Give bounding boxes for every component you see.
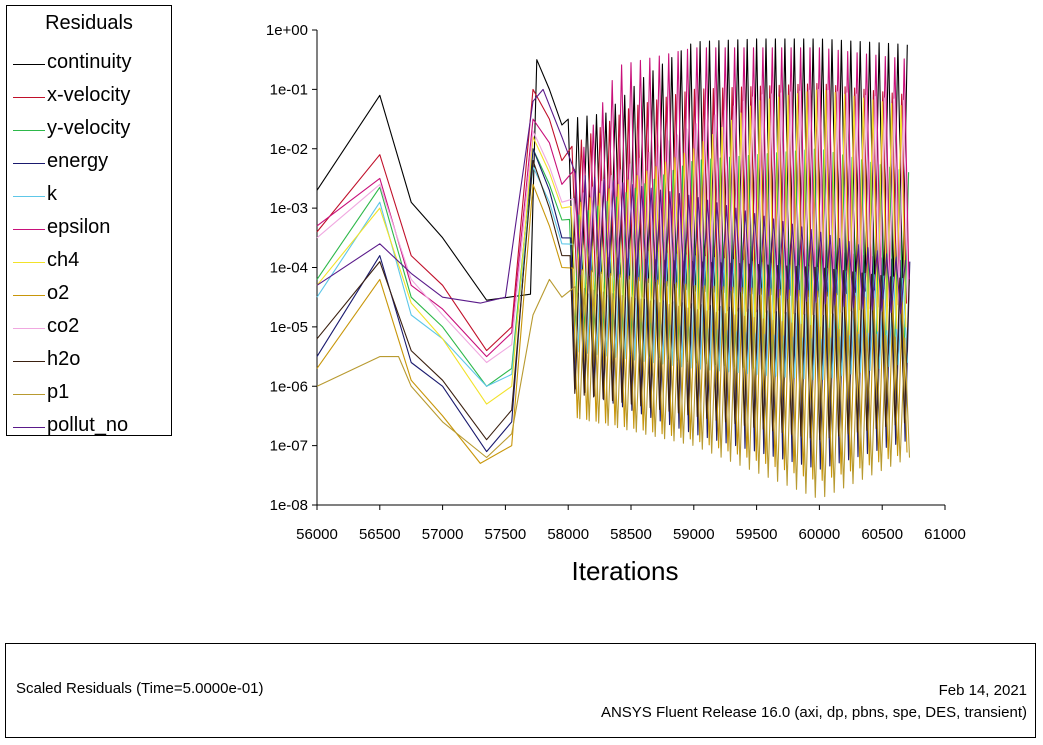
legend-item-continuity: continuity	[7, 48, 171, 78]
legend-label: k	[47, 183, 57, 205]
legend-item-k: k	[7, 180, 171, 210]
date-label: Feb 14, 2021	[938, 682, 1027, 699]
legend-swatch	[13, 361, 45, 362]
legend-item-pollut_no: pollut_no	[7, 411, 171, 441]
x-tick-label: 57500	[485, 526, 527, 543]
x-tick-label: 57000	[422, 526, 464, 543]
legend-label: ch4	[47, 249, 80, 271]
series-line-p1	[316, 278, 911, 498]
legend-item-co2: co2	[7, 312, 171, 342]
legend-label: p1	[47, 381, 70, 403]
legend-label: y-velocity	[47, 117, 131, 139]
y-tick-label: 1e-01	[270, 81, 308, 98]
legend-item-o2: o2	[7, 279, 171, 309]
x-tick-label: 61000	[924, 526, 966, 543]
legend-swatch	[13, 427, 45, 428]
y-tick-label: 1e-02	[270, 141, 308, 158]
x-tick-label: 58000	[547, 526, 589, 543]
legend-swatch	[13, 97, 45, 98]
x-tick-label: 59500	[736, 526, 778, 543]
y-tick-label: 1e-08	[270, 497, 308, 514]
legend-swatch	[13, 196, 45, 197]
legend-label: continuity	[47, 51, 132, 73]
legend-item-epsilon: epsilon	[7, 213, 171, 243]
y-tick-label: 1e-07	[270, 438, 308, 455]
x-tick-label: 56000	[296, 526, 338, 543]
legend: Residuals continuity x-velocity y-velocity…	[6, 5, 172, 436]
x-tick-label: 60500	[861, 526, 903, 543]
legend-swatch	[13, 295, 45, 296]
legend-label: energy	[47, 150, 109, 172]
y-tick-label: 1e-05	[270, 319, 308, 336]
legend-item-energy: energy	[7, 147, 171, 177]
x-tick-label: 58500	[610, 526, 652, 543]
plot-description: Scaled Residuals (Time=5.0000e-01)	[16, 680, 264, 697]
legend-label: o2	[47, 282, 70, 304]
legend-item-ch4: ch4	[7, 246, 171, 276]
y-tick-label: 1e-06	[270, 378, 308, 395]
x-tick-label: 56500	[359, 526, 401, 543]
residuals-plot: 1e+00 1e-01 1e-02 1e-03 1e-04 1e-05 1e-06 1e-07…	[266, 22, 966, 586]
y-tick-label: 1e-04	[270, 260, 308, 277]
legend-item-x-velocity: x-velocity	[7, 81, 171, 111]
legend-swatch	[13, 328, 45, 329]
release-label: ANSYS Fluent Release 16.0 (axi, dp, pbns…	[600, 704, 1027, 721]
series-line-h2o	[316, 160, 910, 441]
legend-label: co2	[47, 315, 80, 337]
footer-right: Feb 14, 2021 ANSYS Fluent Release 16.0 (…	[601, 680, 1027, 724]
x-tick-label: 60000	[799, 526, 841, 543]
legend-swatch	[13, 229, 45, 230]
legend-label: h2o	[47, 348, 81, 370]
legend-label: pollut_no	[47, 414, 129, 436]
legend-item-p1: p1	[7, 378, 171, 408]
legend-swatch	[13, 64, 45, 65]
plot-axes: 1e+00 1e-01 1e-02 1e-03 1e-04 1e-05 1e-06 1e-07…	[266, 22, 966, 543]
legend-label: x-velocity	[47, 84, 131, 106]
series-line-pollut_no	[316, 88, 906, 315]
legend-swatch	[13, 262, 45, 263]
info-footer: Scaled Residuals (Time=5.0000e-01) Feb 1…	[5, 643, 1036, 738]
series-layer	[316, 38, 911, 498]
legend-swatch	[13, 130, 45, 131]
y-tick-label: 1e-03	[270, 200, 308, 217]
x-tick-label: 59000	[673, 526, 715, 543]
legend-swatch	[13, 394, 45, 395]
y-tick-label: 1e+00	[266, 22, 308, 39]
legend-item-h2o: h2o	[7, 345, 171, 375]
x-axis-title: Iterations	[572, 556, 679, 586]
legend-label: epsilon	[47, 216, 111, 238]
legend-item-y-velocity: y-velocity	[7, 114, 171, 144]
legend-swatch	[13, 163, 45, 164]
legend-title: Residuals	[45, 12, 133, 34]
